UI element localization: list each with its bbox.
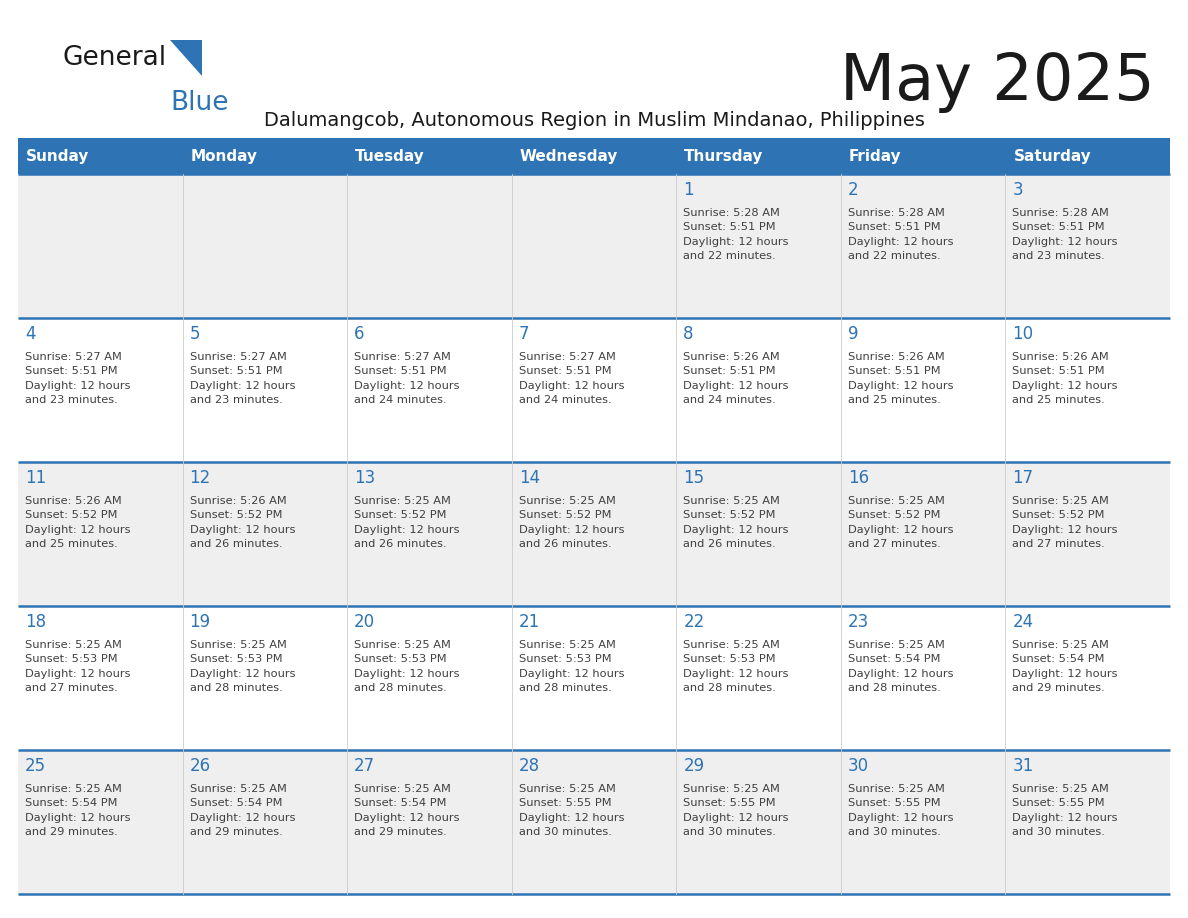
- Text: 8: 8: [683, 325, 694, 343]
- Text: 23: 23: [848, 613, 870, 631]
- Text: Wednesday: Wednesday: [519, 149, 618, 163]
- Text: May 2025: May 2025: [840, 51, 1155, 113]
- Bar: [347, 138, 512, 174]
- Text: Blue: Blue: [170, 90, 228, 116]
- Text: Sunrise: 5:25 AM
Sunset: 5:53 PM
Daylight: 12 hours
and 27 minutes.: Sunrise: 5:25 AM Sunset: 5:53 PM Dayligh…: [25, 640, 131, 693]
- Text: Sunrise: 5:25 AM
Sunset: 5:55 PM
Daylight: 12 hours
and 30 minutes.: Sunrise: 5:25 AM Sunset: 5:55 PM Dayligh…: [519, 784, 624, 837]
- Text: 25: 25: [25, 757, 46, 775]
- Text: 21: 21: [519, 613, 541, 631]
- Text: Sunrise: 5:25 AM
Sunset: 5:55 PM
Daylight: 12 hours
and 30 minutes.: Sunrise: 5:25 AM Sunset: 5:55 PM Dayligh…: [1012, 784, 1118, 837]
- Text: 17: 17: [1012, 469, 1034, 487]
- Text: 11: 11: [25, 469, 46, 487]
- Text: Sunrise: 5:26 AM
Sunset: 5:52 PM
Daylight: 12 hours
and 25 minutes.: Sunrise: 5:26 AM Sunset: 5:52 PM Dayligh…: [25, 496, 131, 549]
- Text: 7: 7: [519, 325, 529, 343]
- Text: 16: 16: [848, 469, 868, 487]
- Text: 14: 14: [519, 469, 539, 487]
- Text: 12: 12: [190, 469, 210, 487]
- Text: 26: 26: [190, 757, 210, 775]
- Text: Thursday: Thursday: [684, 149, 764, 163]
- Text: Sunday: Sunday: [26, 149, 89, 163]
- Text: 28: 28: [519, 757, 539, 775]
- Text: 22: 22: [683, 613, 704, 631]
- Bar: [18, 138, 183, 174]
- Bar: [1005, 138, 1170, 174]
- Text: Sunrise: 5:27 AM
Sunset: 5:51 PM
Daylight: 12 hours
and 24 minutes.: Sunrise: 5:27 AM Sunset: 5:51 PM Dayligh…: [354, 352, 460, 405]
- Text: Tuesday: Tuesday: [355, 149, 425, 163]
- Text: Sunrise: 5:25 AM
Sunset: 5:54 PM
Daylight: 12 hours
and 28 minutes.: Sunrise: 5:25 AM Sunset: 5:54 PM Dayligh…: [848, 640, 953, 693]
- Text: Sunrise: 5:25 AM
Sunset: 5:52 PM
Daylight: 12 hours
and 26 minutes.: Sunrise: 5:25 AM Sunset: 5:52 PM Dayligh…: [354, 496, 460, 549]
- Text: 1: 1: [683, 181, 694, 199]
- Text: Sunrise: 5:27 AM
Sunset: 5:51 PM
Daylight: 12 hours
and 23 minutes.: Sunrise: 5:27 AM Sunset: 5:51 PM Dayligh…: [190, 352, 295, 405]
- Text: 20: 20: [354, 613, 375, 631]
- Polygon shape: [170, 40, 202, 76]
- Text: Sunrise: 5:25 AM
Sunset: 5:53 PM
Daylight: 12 hours
and 28 minutes.: Sunrise: 5:25 AM Sunset: 5:53 PM Dayligh…: [190, 640, 295, 693]
- Text: 4: 4: [25, 325, 36, 343]
- Text: Sunrise: 5:25 AM
Sunset: 5:54 PM
Daylight: 12 hours
and 29 minutes.: Sunrise: 5:25 AM Sunset: 5:54 PM Dayligh…: [1012, 640, 1118, 693]
- Bar: [18, 174, 1170, 318]
- Bar: [676, 138, 841, 174]
- Text: 9: 9: [848, 325, 859, 343]
- Text: 3: 3: [1012, 181, 1023, 199]
- Text: 19: 19: [190, 613, 210, 631]
- Text: Sunrise: 5:25 AM
Sunset: 5:53 PM
Daylight: 12 hours
and 28 minutes.: Sunrise: 5:25 AM Sunset: 5:53 PM Dayligh…: [683, 640, 789, 693]
- Text: 29: 29: [683, 757, 704, 775]
- Text: Dalumangcob, Autonomous Region in Muslim Mindanao, Philippines: Dalumangcob, Autonomous Region in Muslim…: [264, 110, 924, 129]
- Text: 10: 10: [1012, 325, 1034, 343]
- Text: 5: 5: [190, 325, 200, 343]
- Text: Sunrise: 5:28 AM
Sunset: 5:51 PM
Daylight: 12 hours
and 22 minutes.: Sunrise: 5:28 AM Sunset: 5:51 PM Dayligh…: [683, 208, 789, 262]
- Text: Sunrise: 5:25 AM
Sunset: 5:55 PM
Daylight: 12 hours
and 30 minutes.: Sunrise: 5:25 AM Sunset: 5:55 PM Dayligh…: [848, 784, 953, 837]
- Text: Sunrise: 5:26 AM
Sunset: 5:52 PM
Daylight: 12 hours
and 26 minutes.: Sunrise: 5:26 AM Sunset: 5:52 PM Dayligh…: [190, 496, 295, 549]
- Text: Sunrise: 5:25 AM
Sunset: 5:52 PM
Daylight: 12 hours
and 26 minutes.: Sunrise: 5:25 AM Sunset: 5:52 PM Dayligh…: [519, 496, 624, 549]
- Text: Sunrise: 5:28 AM
Sunset: 5:51 PM
Daylight: 12 hours
and 23 minutes.: Sunrise: 5:28 AM Sunset: 5:51 PM Dayligh…: [1012, 208, 1118, 262]
- Text: Sunrise: 5:25 AM
Sunset: 5:52 PM
Daylight: 12 hours
and 27 minutes.: Sunrise: 5:25 AM Sunset: 5:52 PM Dayligh…: [1012, 496, 1118, 549]
- Text: Sunrise: 5:25 AM
Sunset: 5:53 PM
Daylight: 12 hours
and 28 minutes.: Sunrise: 5:25 AM Sunset: 5:53 PM Dayligh…: [354, 640, 460, 693]
- Text: 15: 15: [683, 469, 704, 487]
- Text: Sunrise: 5:25 AM
Sunset: 5:54 PM
Daylight: 12 hours
and 29 minutes.: Sunrise: 5:25 AM Sunset: 5:54 PM Dayligh…: [25, 784, 131, 837]
- Text: Friday: Friday: [849, 149, 902, 163]
- Text: 27: 27: [354, 757, 375, 775]
- Text: Monday: Monday: [190, 149, 258, 163]
- Text: 2: 2: [848, 181, 859, 199]
- Text: Sunrise: 5:25 AM
Sunset: 5:52 PM
Daylight: 12 hours
and 27 minutes.: Sunrise: 5:25 AM Sunset: 5:52 PM Dayligh…: [848, 496, 953, 549]
- Text: 18: 18: [25, 613, 46, 631]
- Text: 24: 24: [1012, 613, 1034, 631]
- Bar: [841, 138, 1005, 174]
- Bar: [18, 606, 1170, 750]
- Text: Sunrise: 5:25 AM
Sunset: 5:54 PM
Daylight: 12 hours
and 29 minutes.: Sunrise: 5:25 AM Sunset: 5:54 PM Dayligh…: [354, 784, 460, 837]
- Text: Saturday: Saturday: [1013, 149, 1092, 163]
- Text: 31: 31: [1012, 757, 1034, 775]
- Bar: [18, 318, 1170, 462]
- Text: Sunrise: 5:27 AM
Sunset: 5:51 PM
Daylight: 12 hours
and 23 minutes.: Sunrise: 5:27 AM Sunset: 5:51 PM Dayligh…: [25, 352, 131, 405]
- Bar: [183, 138, 347, 174]
- Text: 13: 13: [354, 469, 375, 487]
- Text: Sunrise: 5:26 AM
Sunset: 5:51 PM
Daylight: 12 hours
and 24 minutes.: Sunrise: 5:26 AM Sunset: 5:51 PM Dayligh…: [683, 352, 789, 405]
- Bar: [512, 138, 676, 174]
- Text: Sunrise: 5:25 AM
Sunset: 5:53 PM
Daylight: 12 hours
and 28 minutes.: Sunrise: 5:25 AM Sunset: 5:53 PM Dayligh…: [519, 640, 624, 693]
- Text: Sunrise: 5:25 AM
Sunset: 5:55 PM
Daylight: 12 hours
and 30 minutes.: Sunrise: 5:25 AM Sunset: 5:55 PM Dayligh…: [683, 784, 789, 837]
- Text: Sunrise: 5:25 AM
Sunset: 5:54 PM
Daylight: 12 hours
and 29 minutes.: Sunrise: 5:25 AM Sunset: 5:54 PM Dayligh…: [190, 784, 295, 837]
- Text: Sunrise: 5:25 AM
Sunset: 5:52 PM
Daylight: 12 hours
and 26 minutes.: Sunrise: 5:25 AM Sunset: 5:52 PM Dayligh…: [683, 496, 789, 549]
- Text: Sunrise: 5:28 AM
Sunset: 5:51 PM
Daylight: 12 hours
and 22 minutes.: Sunrise: 5:28 AM Sunset: 5:51 PM Dayligh…: [848, 208, 953, 262]
- Text: General: General: [62, 45, 166, 71]
- Text: 6: 6: [354, 325, 365, 343]
- Text: Sunrise: 5:26 AM
Sunset: 5:51 PM
Daylight: 12 hours
and 25 minutes.: Sunrise: 5:26 AM Sunset: 5:51 PM Dayligh…: [848, 352, 953, 405]
- Bar: [18, 750, 1170, 894]
- Text: Sunrise: 5:26 AM
Sunset: 5:51 PM
Daylight: 12 hours
and 25 minutes.: Sunrise: 5:26 AM Sunset: 5:51 PM Dayligh…: [1012, 352, 1118, 405]
- Bar: [18, 462, 1170, 606]
- Text: Sunrise: 5:27 AM
Sunset: 5:51 PM
Daylight: 12 hours
and 24 minutes.: Sunrise: 5:27 AM Sunset: 5:51 PM Dayligh…: [519, 352, 624, 405]
- Text: 30: 30: [848, 757, 868, 775]
